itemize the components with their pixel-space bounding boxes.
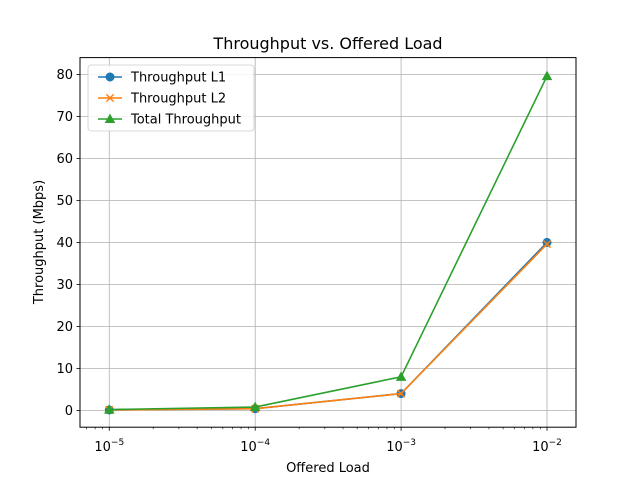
- x-tick-label: 10−2: [532, 438, 562, 455]
- data-point: [542, 237, 552, 247]
- x-axis-label: Offered Load: [286, 461, 370, 476]
- data-point: [541, 70, 553, 81]
- marker-stroke: [397, 389, 406, 398]
- legend-entry: Total Throughput: [98, 113, 241, 128]
- data-point: [104, 113, 116, 124]
- series-line: [109, 243, 548, 411]
- x-tick-label: 10−3: [386, 438, 416, 455]
- y-axis-label: Throughput (Mbps): [32, 180, 47, 305]
- data-point: [105, 72, 115, 82]
- series-line: [109, 75, 548, 411]
- y-tick-label: 0: [65, 404, 73, 419]
- y-tick-label: 30: [56, 278, 73, 293]
- legend-label: Throughput L2: [130, 92, 226, 107]
- legend-entry: Throughput L2: [98, 92, 226, 107]
- series-2: [105, 239, 552, 415]
- data-point: [249, 401, 261, 412]
- legend-label: Throughput L1: [130, 71, 226, 86]
- y-tick-label: 50: [56, 194, 73, 209]
- data-point: [395, 371, 407, 381]
- y-tick-label: 40: [56, 236, 73, 251]
- legend-label: Total Throughput: [130, 113, 241, 128]
- y-tick-label: 80: [56, 68, 73, 83]
- marker-stroke: [542, 239, 552, 249]
- series-group: [104, 70, 553, 415]
- data-point: [105, 93, 115, 103]
- legend-entry: Throughput L1: [98, 71, 226, 86]
- x-tick-label: 10−5: [94, 438, 124, 455]
- y-tick-label: 70: [56, 110, 73, 125]
- chart-title: Throughput vs. Offered Load: [212, 34, 442, 53]
- data-point: [104, 404, 115, 414]
- marker-stroke: [105, 93, 115, 103]
- legend-box: [87, 64, 255, 132]
- legend: Throughput L1 Throughput L2 Total Throughp…: [87, 64, 255, 132]
- axis-ticks: 0 10 20 30 40 50 60 70 80 10−5 10−4 10−3 10−2: [56, 68, 561, 455]
- data-point: [542, 239, 552, 249]
- y-tick-label: 20: [56, 320, 73, 335]
- x-tick-label: 10−4: [240, 438, 270, 455]
- y-tick-label: 10: [56, 362, 73, 377]
- y-tick-label: 60: [56, 152, 73, 167]
- series-3: [104, 70, 553, 414]
- data-point: [397, 389, 406, 398]
